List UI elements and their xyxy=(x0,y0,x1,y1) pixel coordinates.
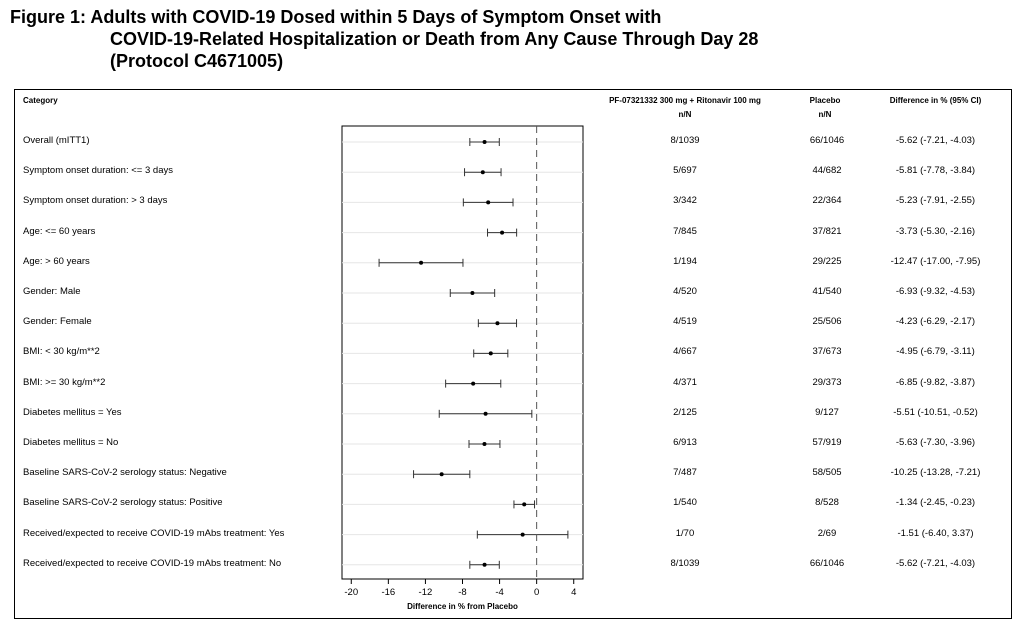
treatment-nN: 4/520 xyxy=(673,286,697,297)
point-estimate xyxy=(419,260,424,265)
header-treatment-label: PF-07321332 300 mg + Ritonavir 100 mg xyxy=(609,96,761,105)
placebo-nN: 22/364 xyxy=(812,195,842,207)
category-label: Diabetes mellitus = Yes xyxy=(23,406,122,418)
point-estimate xyxy=(439,472,444,477)
treatment-nN: 7/845 xyxy=(673,225,697,237)
forest-plot-svg: -20 -16 -12 -8 -4 0 4 Difference in % from Plac… xyxy=(341,125,584,611)
point-estimate xyxy=(482,562,487,567)
placebo-nN: 41/540 xyxy=(812,286,842,297)
point-estimate xyxy=(480,170,485,175)
placebo-nN: 25/506 xyxy=(812,316,842,328)
difference-ci: -5.81 (-7.78, -3.84) xyxy=(895,165,976,177)
category-label: Baseline SARS-CoV-2 serology status: Neg… xyxy=(23,467,227,479)
placebo-nN: 29/373 xyxy=(812,376,842,388)
category-label: Gender: Female xyxy=(23,316,92,328)
treatment-nN: 3/342 xyxy=(673,195,697,207)
x-axis-label: Difference in % from Placebo xyxy=(407,602,518,611)
placebo-nN: 8/528 xyxy=(815,497,839,509)
placebo-nN: 37/821 xyxy=(812,225,842,237)
point-estimate xyxy=(500,230,505,235)
treatment-nN: 8/1039 xyxy=(670,557,700,569)
treatment-nN: 1/194 xyxy=(673,255,697,267)
placebo-nN: 29/225 xyxy=(812,255,842,267)
placebo-nN: 58/505 xyxy=(812,467,842,479)
x-tick-label: -4 xyxy=(495,587,503,598)
category-label: Symptom onset duration: > 3 days xyxy=(23,195,168,207)
point-estimate xyxy=(470,291,475,295)
placebo-nN: 9/127 xyxy=(815,406,839,418)
point-estimate xyxy=(488,351,493,356)
point-estimate xyxy=(486,200,491,205)
difference-ci: -5.62 (-7.21, -4.03) xyxy=(895,557,976,569)
header-placebo-label: Placebo xyxy=(809,96,841,105)
category-label: Overall (mITT1) xyxy=(23,135,90,146)
plot-frame xyxy=(341,125,584,580)
treatment-nN: 4/667 xyxy=(673,346,697,358)
figure-title: Figure 1: Adults with COVID-19 Dosed wit… xyxy=(10,6,758,72)
difference-ci: -10.25 (-13.28, -7.21) xyxy=(890,467,981,479)
placebo-nN: 37/673 xyxy=(812,346,842,358)
point-estimate xyxy=(522,502,527,507)
x-tick-label: -12 xyxy=(419,587,433,598)
point-estimate xyxy=(482,442,487,446)
treatment-nN: 8/1039 xyxy=(670,135,700,146)
category-label: BMI: < 30 kg/m**2 xyxy=(23,346,100,358)
x-tick-label: 4 xyxy=(571,587,576,598)
category-label: Received/expected to receive COVID-19 mA… xyxy=(23,527,285,539)
difference-ci: -5.51 (-10.51, -0.52) xyxy=(893,406,978,418)
figure-title-line-1: Figure 1: Adults with COVID-19 Dosed wit… xyxy=(10,7,662,27)
point-estimate xyxy=(520,532,525,537)
x-tick-label: -20 xyxy=(344,587,358,598)
point-estimate xyxy=(495,321,500,326)
category-label: BMI: >= 30 kg/m**2 xyxy=(23,376,106,388)
header-treatment-sub: n/N xyxy=(678,110,692,119)
difference-ci: -5.62 (-7.21, -4.03) xyxy=(895,135,976,146)
treatment-nN: 4/371 xyxy=(673,376,697,388)
difference-ci: -6.85 (-9.82, -3.87) xyxy=(895,376,976,388)
difference-ci: -5.23 (-7.91, -2.55) xyxy=(895,195,976,207)
header-difference: Difference in % (95% CI) xyxy=(889,96,982,105)
x-tick-label: -16 xyxy=(381,587,395,598)
placebo-nN: 66/1046 xyxy=(809,557,845,569)
placebo-nN: 57/919 xyxy=(812,437,842,448)
treatment-nN: 2/125 xyxy=(673,406,697,418)
treatment-nN: 1/70 xyxy=(675,527,695,539)
figure-title-line-2: COVID-19-Related Hospitalization or Deat… xyxy=(110,29,759,49)
difference-ci: -4.23 (-6.29, -2.17) xyxy=(895,316,976,328)
category-label: Gender: Male xyxy=(23,286,81,297)
point-estimate xyxy=(482,140,487,144)
x-tick-label: 0 xyxy=(534,587,539,598)
category-label: Age: <= 60 years xyxy=(23,225,96,237)
difference-ci: -1.51 (-6.40, 3.37) xyxy=(897,527,974,539)
forest-plot-panel: Category PF-07321332 300 mg + Ritonavir … xyxy=(14,89,1012,619)
category-label: Diabetes mellitus = No xyxy=(23,437,119,448)
category-label: Symptom onset duration: <= 3 days xyxy=(23,165,173,177)
treatment-nN: 4/519 xyxy=(673,316,697,328)
difference-ci: -12.47 (-17.00, -7.95) xyxy=(890,255,981,267)
header-placebo-sub: n/N xyxy=(818,110,832,119)
category-label: Age: > 60 years xyxy=(23,255,90,267)
difference-ci: -3.73 (-5.30, -2.16) xyxy=(895,225,976,237)
difference-ci: -4.95 (-6.79, -3.11) xyxy=(896,346,975,358)
point-estimate xyxy=(471,381,476,386)
header-placebo: Placebo n/N xyxy=(795,94,855,122)
difference-ci: -5.63 (-7.30, -3.96) xyxy=(895,437,976,448)
figure-title-line-3: (Protocol C4671005) xyxy=(110,51,284,71)
header-category: Category xyxy=(23,96,58,105)
difference-ci: -6.93 (-9.32, -4.53) xyxy=(895,286,976,297)
treatment-nN: 6/913 xyxy=(673,437,697,448)
placebo-nN: 2/69 xyxy=(817,527,837,539)
difference-ci: -1.34 (-2.45, -0.23) xyxy=(895,497,976,509)
treatment-nN: 5/697 xyxy=(673,165,697,177)
header-treatment: PF-07321332 300 mg + Ritonavir 100 mg n/… xyxy=(575,94,795,122)
x-tick-label: -8 xyxy=(458,587,466,598)
treatment-nN: 1/540 xyxy=(673,497,697,509)
category-label: Baseline SARS-CoV-2 serology status: Pos… xyxy=(23,497,223,509)
placebo-nN: 44/682 xyxy=(812,165,842,177)
category-label: Received/expected to receive COVID-19 mA… xyxy=(23,557,282,569)
treatment-nN: 7/487 xyxy=(673,467,697,479)
placebo-nN: 66/1046 xyxy=(809,135,845,146)
point-estimate xyxy=(483,411,488,416)
